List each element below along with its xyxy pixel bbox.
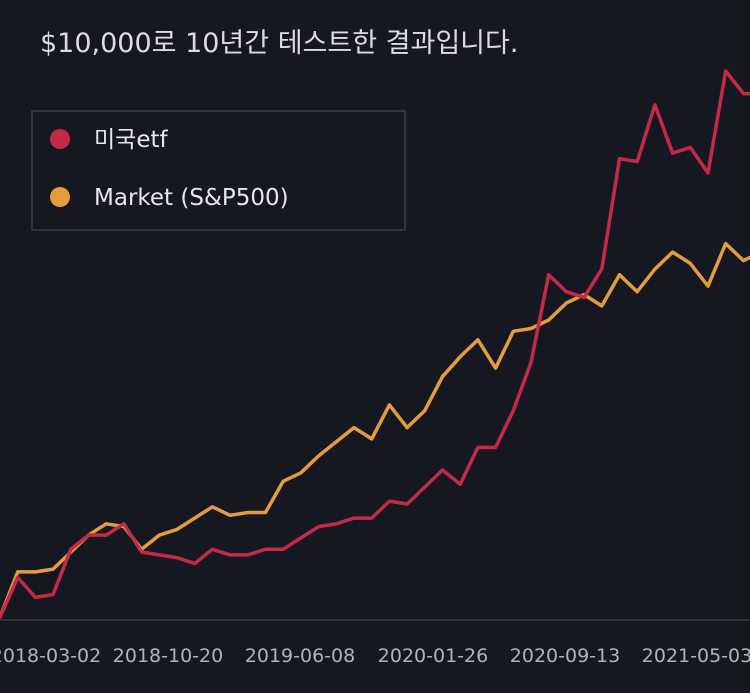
legend-label-series-1: 미국etf <box>94 127 168 153</box>
legend: 미국etf Market (S&P500) <box>31 110 406 231</box>
x-tick-label: 2018-03-02 <box>0 645 101 667</box>
x-axis-ticks: 2018-03-02 2018-10-20 2019-06-08 2020-01-26… <box>0 645 750 667</box>
x-tick-label: 2019-06-08 <box>245 645 355 667</box>
legend-box <box>31 110 406 231</box>
legend-label-series-2: Market (S&P500) <box>94 185 289 211</box>
x-tick-label: 2018-10-20 <box>113 645 223 667</box>
series-line-2 <box>0 241 750 619</box>
x-tick-label: 2020-09-13 <box>510 645 620 667</box>
plot-area <box>0 69 750 619</box>
series-line-1 <box>0 69 750 619</box>
x-tick-label: 2020-01-26 <box>378 645 488 667</box>
legend-marker-series-2 <box>50 187 70 207</box>
legend-marker-series-1 <box>50 129 70 149</box>
x-tick-label: 2021-05-03 <box>642 645 750 667</box>
chart-title: $10,000로 10년간 테스트한 결과입니다. <box>40 28 518 59</box>
